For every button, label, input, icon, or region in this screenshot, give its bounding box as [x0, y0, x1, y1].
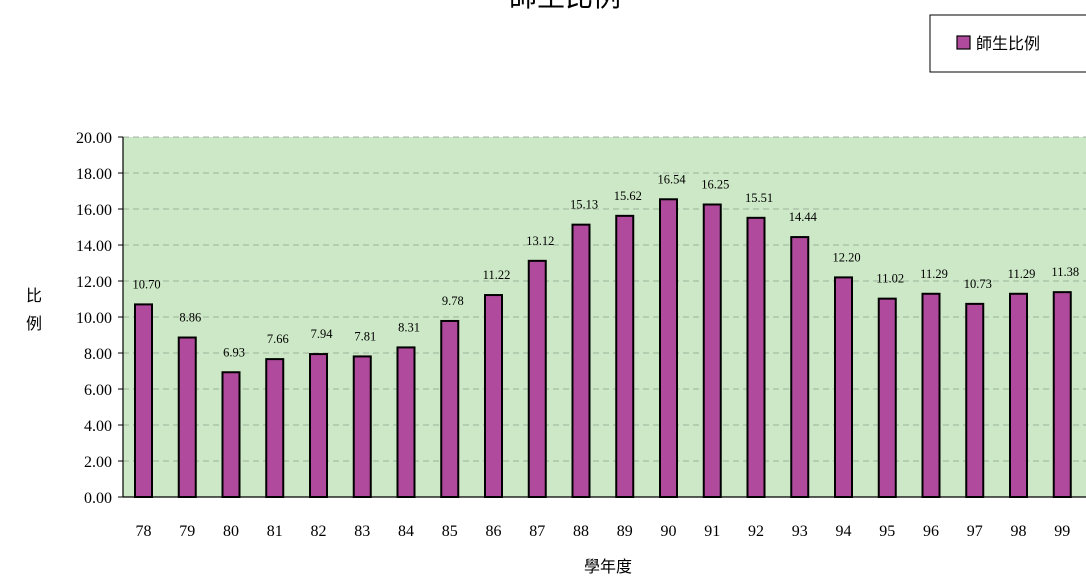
x-tick-label: 89 [617, 523, 633, 540]
bar [221, 371, 241, 499]
x-tick-label: 91 [704, 523, 720, 540]
x-tick-label: 90 [661, 523, 677, 540]
data-label: 10.73 [964, 277, 992, 291]
gridlines [123, 136, 1086, 462]
bar [877, 297, 897, 499]
y-tick-label: 2.00 [84, 454, 112, 471]
bar [965, 302, 985, 498]
bar [177, 336, 197, 498]
x-tick-label: 81 [267, 523, 283, 540]
data-label: 11.02 [876, 272, 904, 286]
legend-label: 師生比例 [976, 34, 1040, 53]
data-label: 11.22 [483, 268, 511, 282]
legend: 師生比例 [929, 14, 1086, 73]
bar [921, 292, 941, 498]
data-label: 16.54 [657, 172, 686, 186]
bar [746, 216, 766, 498]
y-tick-label: 4.00 [84, 418, 112, 435]
bar [702, 203, 722, 498]
data-label: 8.31 [398, 320, 420, 334]
bar [396, 346, 416, 499]
y-tick-label: 12.00 [76, 274, 112, 291]
bar [527, 259, 547, 498]
bar [615, 214, 635, 498]
x-tick-label: 95 [879, 523, 895, 540]
bar [265, 358, 285, 498]
bar [571, 223, 591, 498]
bar [1009, 292, 1028, 498]
bar [1052, 291, 1072, 498]
bar [352, 355, 372, 499]
y-tick-label: 14.00 [76, 238, 112, 255]
y-axis-title-char-1: 比 [26, 286, 42, 305]
data-label: 13.12 [526, 234, 554, 248]
x-tick-label: 86 [486, 523, 502, 540]
data-label: 9.78 [442, 294, 464, 308]
x-tick-label: 93 [792, 523, 808, 540]
bar [659, 198, 678, 498]
data-label: 7.94 [311, 327, 334, 341]
bar [790, 236, 810, 499]
data-label: 14.44 [789, 210, 818, 224]
data-label: 15.13 [570, 198, 598, 212]
x-tick-label: 83 [354, 523, 370, 540]
data-label: 15.51 [745, 191, 773, 205]
bar [440, 319, 460, 498]
data-label: 10.70 [132, 277, 160, 291]
x-tick-label: 92 [748, 523, 764, 540]
x-tick-label: 82 [311, 523, 327, 540]
data-label: 12.20 [832, 250, 860, 264]
legend-swatch [956, 35, 971, 50]
x-tick-label: 78 [136, 523, 152, 540]
bar [484, 294, 503, 499]
x-tick-label: 84 [398, 523, 414, 540]
data-label: 8.86 [179, 311, 201, 325]
x-tick-label: 96 [923, 523, 939, 540]
y-tick-label: 6.00 [84, 382, 112, 399]
x-tick-label: 97 [967, 523, 983, 540]
x-tick-label: 94 [836, 523, 852, 540]
x-tick-label: 88 [573, 523, 589, 540]
y-tick-label: 8.00 [84, 346, 112, 363]
x-tick-label: 98 [1011, 523, 1027, 540]
x-tick-label: 80 [223, 523, 239, 540]
x-tick-label: 85 [442, 523, 458, 540]
data-label: 16.25 [701, 178, 729, 192]
x-axis-ticks: 78 79 80 81 82 83 84 85 86 87 88 89 90 91 92 93 94 95 96 97… [136, 523, 1071, 540]
x-axis-title: 學年度 [584, 557, 632, 576]
x-tick-label: 99 [1054, 523, 1070, 540]
x-tick-label: 87 [529, 523, 545, 540]
y-tick-label: 20.00 [76, 130, 112, 147]
data-label: 11.29 [1008, 267, 1036, 281]
y-tick-label: 0.00 [84, 490, 112, 507]
x-tick-label: 79 [179, 523, 195, 540]
data-label: 15.62 [614, 189, 642, 203]
data-labels: 10.70 8.86 6.93 7.66 7.94 7.81 8.31 9.78 11.22 13… [132, 172, 1079, 359]
bars [134, 198, 1072, 499]
y-axis-title-char-2: 例 [26, 314, 42, 333]
data-label: 11.38 [1051, 265, 1079, 279]
bar [834, 276, 853, 498]
legend-box [929, 14, 1086, 73]
bar [134, 303, 153, 498]
bar [309, 353, 328, 498]
chart-title: 師生比例 [509, 0, 621, 13]
y-tick-label: 18.00 [76, 166, 112, 183]
data-label: 7.66 [267, 332, 289, 346]
y-tick-label: 16.00 [76, 202, 112, 219]
data-label: 7.81 [354, 329, 376, 343]
data-label: 6.93 [223, 345, 245, 359]
y-axis-title: 比 例 [26, 286, 42, 333]
data-label: 11.29 [920, 267, 948, 281]
y-tick-label: 10.00 [76, 310, 112, 327]
y-axis-ticks: 0.00 2.00 4.00 6.00 8.00 10.00 12.00 14.00 16.00… [76, 130, 123, 507]
